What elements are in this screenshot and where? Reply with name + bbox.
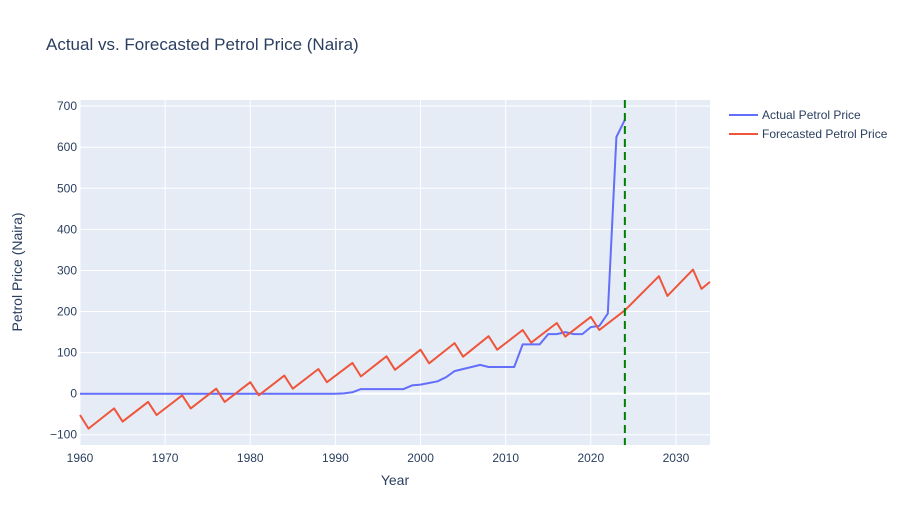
- y-tick-label: 200: [57, 305, 77, 319]
- y-tick-label: 700: [57, 99, 77, 113]
- x-tick-labels: 1960 1970 1980 1990 2000 2010 2020 2030: [67, 451, 690, 465]
- chart-title: Actual vs. Forecasted Petrol Price (Nair…: [46, 35, 359, 54]
- actual-price-line: [80, 119, 626, 395]
- x-tick-label: 2000: [407, 451, 434, 465]
- x-tick-label: 1990: [322, 451, 349, 465]
- legend[interactable]: Actual Petrol Price Forecasted Petrol Pri…: [729, 108, 888, 141]
- series-group: [79, 119, 711, 430]
- x-tick-label: 1960: [67, 451, 94, 465]
- y-tick-label: 500: [57, 181, 77, 195]
- legend-item-forecast[interactable]: Forecasted Petrol Price: [729, 127, 888, 141]
- y-tick-label: −100: [50, 428, 77, 442]
- x-tick-label: 2010: [492, 451, 519, 465]
- legend-label: Forecasted Petrol Price: [762, 127, 888, 141]
- y-tick-label: 300: [57, 263, 77, 277]
- legend-item-actual[interactable]: Actual Petrol Price: [729, 108, 861, 122]
- plot-area: [80, 100, 710, 445]
- legend-label: Actual Petrol Price: [762, 108, 861, 122]
- x-axis-title: Year: [381, 472, 410, 488]
- y-tick-label: 600: [57, 140, 77, 154]
- y-tick-label: 0: [70, 387, 77, 401]
- grid-lines: [79, 100, 710, 445]
- y-axis-title: Petrol Price (Naira): [9, 212, 25, 331]
- y-tick-labels: −100 0 100 200 300 400 500 600 700: [50, 99, 77, 442]
- x-tick-label: 1980: [237, 451, 264, 465]
- y-tick-label: 100: [57, 346, 77, 360]
- x-tick-label: 1970: [152, 451, 179, 465]
- x-tick-label: 2030: [663, 451, 690, 465]
- forecast-price-line: [79, 268, 711, 430]
- y-tick-label: 400: [57, 222, 77, 236]
- x-tick-label: 2020: [577, 451, 604, 465]
